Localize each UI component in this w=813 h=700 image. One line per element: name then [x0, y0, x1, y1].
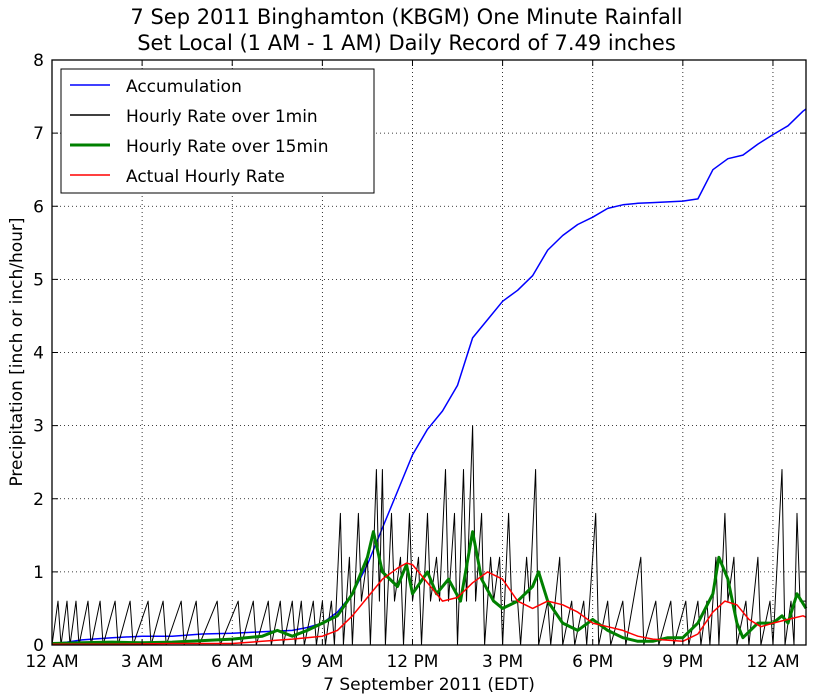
chart-title-line-1: 7 Sep 2011 Binghamton (KBGM) One Minute … — [130, 5, 683, 29]
x-axis-label: 7 September 2011 (EDT) — [323, 675, 535, 695]
x-tick-label-2: 6 AM — [211, 652, 254, 672]
series-line-2 — [51, 530, 808, 645]
x-tick-label-0: 12 AM — [25, 652, 78, 672]
y-tick-label-8: 8 — [33, 51, 44, 71]
y-tick-label-3: 3 — [33, 417, 44, 437]
x-tick-label-1: 3 AM — [121, 652, 164, 672]
legend-label-rate-1min: Hourly Rate over 1min — [126, 107, 318, 127]
legend: Accumulation Hourly Rate over 1min Hourl… — [60, 68, 375, 194]
y-tick-label-2: 2 — [33, 490, 44, 510]
y-tick-label-4: 4 — [33, 344, 44, 364]
chart-title-line-2: Set Local (1 AM - 1 AM) Daily Record of … — [137, 31, 676, 55]
legend-label-accumulation: Accumulation — [126, 77, 242, 97]
legend-label-actual-rate: Actual Hourly Rate — [126, 167, 285, 187]
legend-box — [60, 68, 375, 194]
series-line-0 — [51, 108, 807, 645]
series-layer — [51, 108, 808, 646]
y-tick-label-5: 5 — [33, 270, 44, 290]
x-tick-label-4: 12 PM — [386, 652, 438, 672]
x-tick-label-6: 6 PM — [572, 652, 613, 672]
y-tick-label-6: 6 — [33, 197, 44, 217]
tick-layer: 12 AM 3 AM 6 AM 9 AM 12 PM 3 PM 6 PM 9 PM 12 AM0… — [25, 51, 806, 672]
series-line-3 — [52, 562, 807, 646]
y-axis-label: Precipitation [inch or inch/hour] — [7, 217, 27, 486]
y-tick-label-7: 7 — [33, 124, 44, 144]
x-tick-label-5: 3 PM — [482, 652, 523, 672]
series-line-1 — [51, 425, 806, 646]
y-tick-label-1: 1 — [33, 563, 44, 583]
x-tick-label-8: 12 AM — [746, 652, 799, 672]
y-tick-label-0: 0 — [33, 636, 44, 656]
grid-layer — [52, 60, 806, 645]
x-tick-label-7: 9 PM — [662, 652, 703, 672]
legend-label-rate-15min: Hourly Rate over 15min — [126, 137, 329, 157]
x-tick-label-3: 9 AM — [301, 652, 344, 672]
